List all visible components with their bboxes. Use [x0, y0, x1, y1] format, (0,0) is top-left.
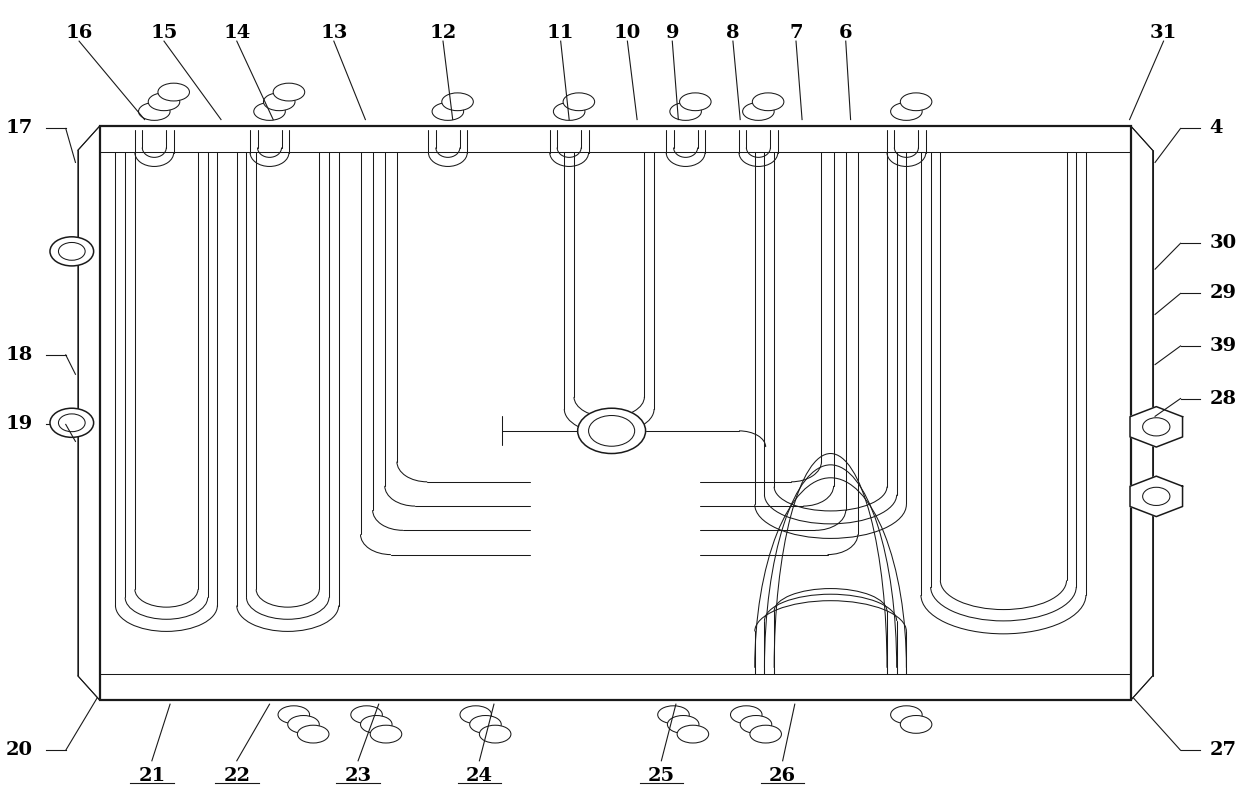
Text: 16: 16: [66, 24, 93, 42]
Text: 27: 27: [1210, 741, 1236, 759]
Text: 28: 28: [1210, 390, 1236, 407]
Bar: [99, 126, 1131, 700]
Text: 20: 20: [6, 741, 33, 759]
Ellipse shape: [753, 93, 784, 111]
Text: 29: 29: [1210, 284, 1236, 302]
Ellipse shape: [667, 715, 699, 733]
Ellipse shape: [298, 725, 329, 743]
Ellipse shape: [278, 706, 310, 723]
Ellipse shape: [371, 725, 402, 743]
Text: 19: 19: [6, 416, 33, 433]
Circle shape: [1142, 418, 1169, 436]
Text: 25: 25: [647, 767, 675, 785]
Ellipse shape: [361, 715, 392, 733]
Ellipse shape: [890, 103, 923, 121]
Ellipse shape: [900, 93, 932, 111]
Ellipse shape: [740, 715, 771, 733]
Ellipse shape: [890, 706, 923, 723]
Text: 11: 11: [547, 24, 574, 42]
Polygon shape: [1131, 126, 1153, 700]
Text: 12: 12: [429, 24, 456, 42]
Polygon shape: [1130, 407, 1183, 447]
Ellipse shape: [553, 103, 585, 121]
Ellipse shape: [288, 715, 319, 733]
Text: 14: 14: [223, 24, 250, 42]
Ellipse shape: [470, 715, 501, 733]
Text: 24: 24: [466, 767, 492, 785]
Ellipse shape: [157, 83, 190, 101]
Text: 7: 7: [789, 24, 802, 42]
Ellipse shape: [263, 93, 295, 111]
Circle shape: [58, 242, 86, 260]
Polygon shape: [1130, 476, 1183, 517]
Ellipse shape: [743, 103, 774, 121]
Ellipse shape: [273, 83, 305, 101]
Text: 30: 30: [1210, 234, 1236, 252]
Ellipse shape: [670, 103, 702, 121]
Ellipse shape: [139, 103, 170, 121]
Circle shape: [58, 414, 86, 432]
Ellipse shape: [750, 725, 781, 743]
Ellipse shape: [480, 725, 511, 743]
Ellipse shape: [460, 706, 491, 723]
Polygon shape: [78, 126, 99, 700]
Text: 26: 26: [769, 767, 796, 785]
Text: 39: 39: [1210, 337, 1236, 355]
Ellipse shape: [441, 93, 474, 111]
Text: 13: 13: [320, 24, 347, 42]
Text: 31: 31: [1149, 24, 1177, 42]
Ellipse shape: [149, 93, 180, 111]
Text: 9: 9: [666, 24, 680, 42]
Text: 4: 4: [1210, 119, 1223, 138]
Text: 23: 23: [345, 767, 372, 785]
Circle shape: [50, 237, 94, 266]
Circle shape: [578, 408, 646, 454]
Text: 22: 22: [223, 767, 250, 785]
Ellipse shape: [900, 715, 932, 733]
Circle shape: [50, 408, 94, 437]
Text: 15: 15: [150, 24, 177, 42]
Ellipse shape: [432, 103, 464, 121]
Text: 18: 18: [6, 346, 33, 364]
Ellipse shape: [254, 103, 285, 121]
Ellipse shape: [563, 93, 595, 111]
Ellipse shape: [351, 706, 382, 723]
Ellipse shape: [680, 93, 711, 111]
Ellipse shape: [730, 706, 763, 723]
Text: 8: 8: [727, 24, 740, 42]
Text: 17: 17: [6, 119, 33, 138]
Ellipse shape: [657, 706, 689, 723]
Ellipse shape: [677, 725, 709, 743]
Text: 21: 21: [138, 767, 165, 785]
Circle shape: [1142, 488, 1169, 505]
Text: 10: 10: [614, 24, 641, 42]
Circle shape: [589, 416, 635, 446]
Text: 6: 6: [839, 24, 853, 42]
